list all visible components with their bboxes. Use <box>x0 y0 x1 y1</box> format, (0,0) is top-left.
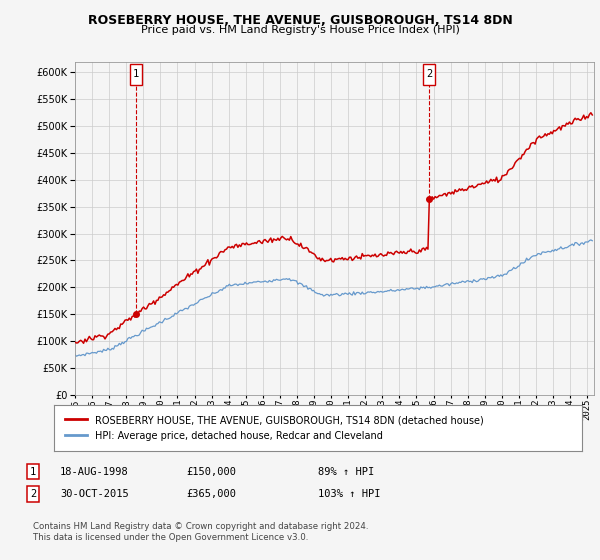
Text: 1: 1 <box>133 69 139 80</box>
Legend: ROSEBERRY HOUSE, THE AVENUE, GUISBOROUGH, TS14 8DN (detached house), HPI: Averag: ROSEBERRY HOUSE, THE AVENUE, GUISBOROUGH… <box>62 411 487 445</box>
FancyBboxPatch shape <box>130 64 142 85</box>
Text: 2: 2 <box>426 69 433 80</box>
Text: 89% ↑ HPI: 89% ↑ HPI <box>318 466 374 477</box>
Text: 30-OCT-2015: 30-OCT-2015 <box>60 489 129 499</box>
Text: £150,000: £150,000 <box>186 466 236 477</box>
Text: 18-AUG-1998: 18-AUG-1998 <box>60 466 129 477</box>
Text: 103% ↑ HPI: 103% ↑ HPI <box>318 489 380 499</box>
Text: Contains HM Land Registry data © Crown copyright and database right 2024.
This d: Contains HM Land Registry data © Crown c… <box>33 521 368 543</box>
Text: 2: 2 <box>30 489 36 499</box>
Text: 1: 1 <box>30 466 36 477</box>
FancyBboxPatch shape <box>423 64 435 85</box>
Text: £365,000: £365,000 <box>186 489 236 499</box>
Text: ROSEBERRY HOUSE, THE AVENUE, GUISBOROUGH, TS14 8DN: ROSEBERRY HOUSE, THE AVENUE, GUISBOROUGH… <box>88 14 512 27</box>
Text: Price paid vs. HM Land Registry's House Price Index (HPI): Price paid vs. HM Land Registry's House … <box>140 25 460 35</box>
